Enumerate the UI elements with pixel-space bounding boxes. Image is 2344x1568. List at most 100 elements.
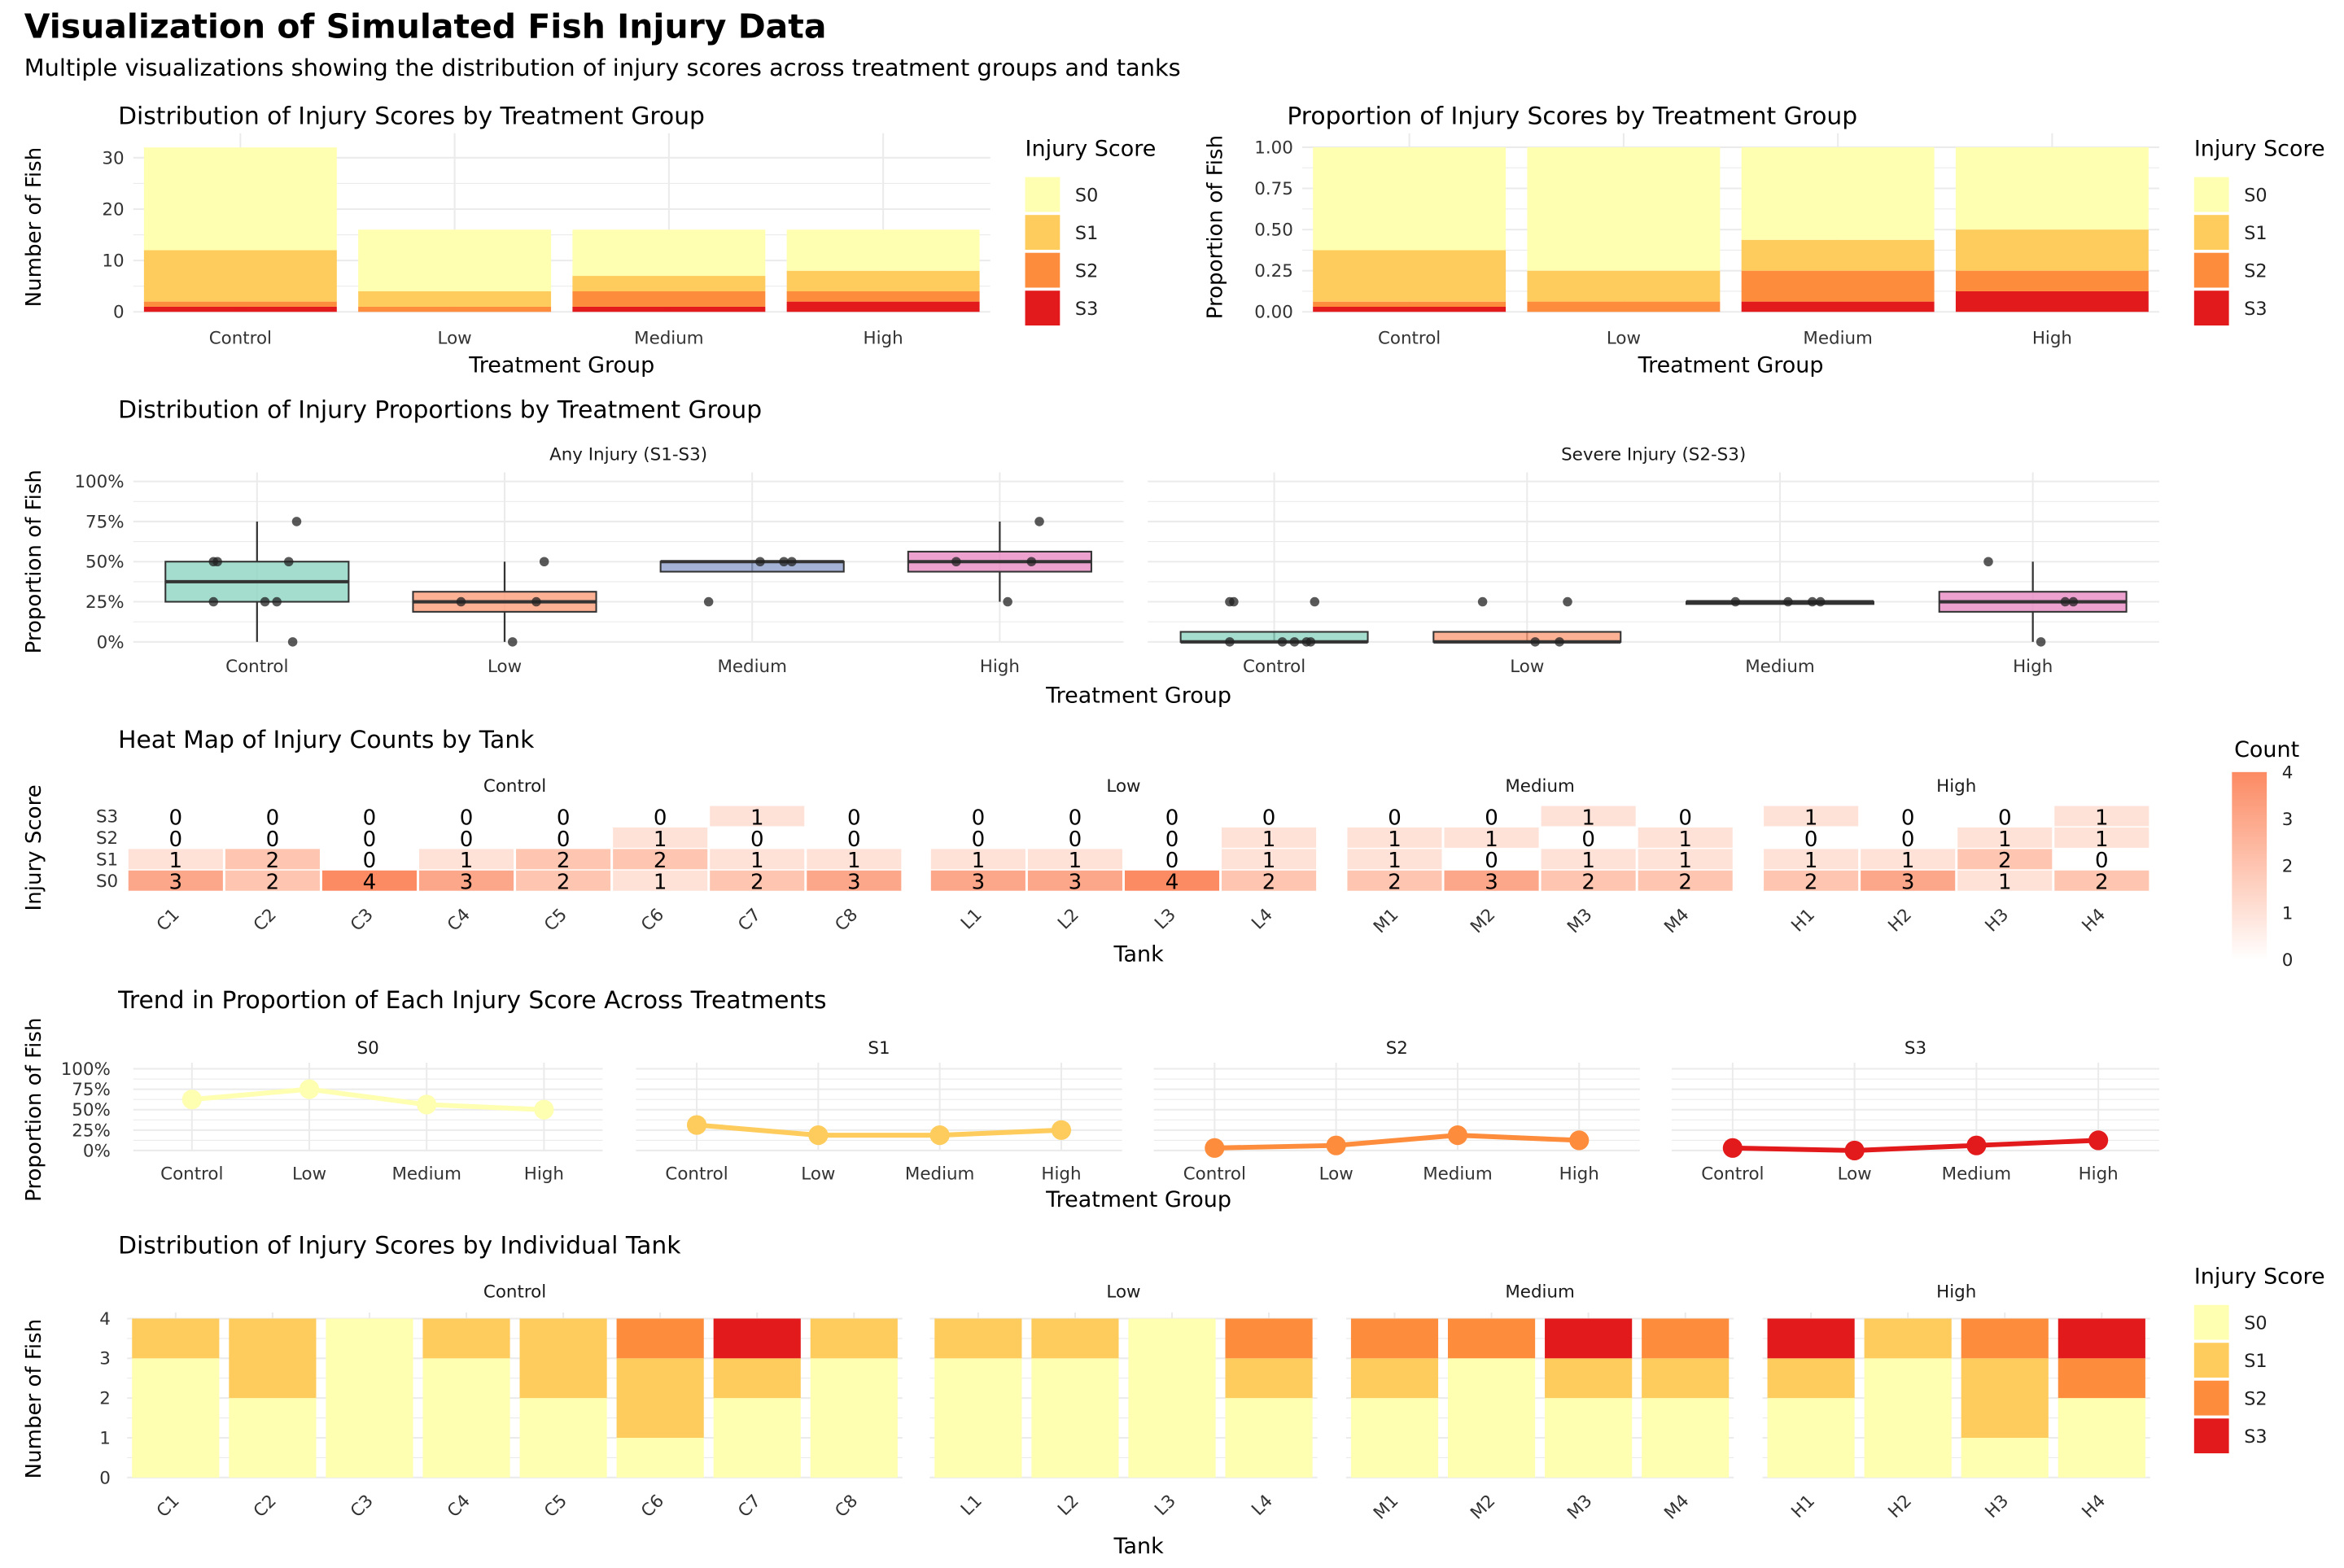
- p4-cell-label: 2: [557, 871, 571, 895]
- p6-bar-s0: [1961, 1437, 2049, 1478]
- p3-point: [1807, 596, 1817, 607]
- p4-xtick: H3: [1981, 905, 2013, 937]
- p6-bar-s3: [2058, 1318, 2145, 1359]
- p5-point-s3: [1844, 1140, 1865, 1161]
- p6-xtick: M3: [1563, 1491, 1596, 1523]
- p4-cell-label: 2: [266, 871, 280, 895]
- p4-cell-label: 0: [750, 828, 764, 852]
- p4-cell-label: 1: [169, 849, 183, 873]
- p3-xtick: High: [980, 657, 1020, 677]
- p6-legend-label-s0: S0: [2244, 1312, 2267, 1334]
- p4-cell: [418, 827, 514, 848]
- p4-cell-label: 0: [1262, 806, 1276, 830]
- p3-point: [507, 637, 518, 647]
- p4-cell: [516, 806, 611, 827]
- p5-xtick: High: [1041, 1164, 1081, 1184]
- p2-bar-s0: [1527, 146, 1721, 271]
- p4-cell-label: 0: [847, 806, 861, 830]
- p6-xtick: L1: [957, 1491, 986, 1520]
- p1-bar-s0: [358, 229, 552, 291]
- p4-cell-label: 0: [1901, 806, 1915, 830]
- p4-cell-label: 0: [1165, 849, 1179, 873]
- p3-xtick: Medium: [1745, 657, 1814, 677]
- p3-point: [1563, 596, 1572, 607]
- p4-cell-label: 1: [654, 828, 667, 852]
- p2-legend-label-s3: S3: [2244, 299, 2267, 320]
- p4-cell: [710, 806, 805, 827]
- p4-cell: [1638, 806, 1733, 827]
- p6-bar-s0: [422, 1358, 510, 1478]
- p4-cell-label: 3: [1485, 871, 1498, 895]
- p3-point: [1289, 637, 1300, 647]
- p6-xtick: L2: [1054, 1491, 1083, 1520]
- p1-legend-label-s1: S1: [1075, 223, 1098, 244]
- p6-xtick: C6: [637, 1491, 668, 1522]
- p4-cell: [1027, 827, 1122, 848]
- p4-cell-label: 0: [266, 806, 280, 830]
- p5-xtick: Low: [1319, 1164, 1353, 1184]
- p4-cell-label: 0: [847, 828, 861, 852]
- p4-cell: [613, 806, 708, 827]
- p4-cell: [516, 827, 611, 848]
- p4-cell-label: 0: [1069, 828, 1082, 852]
- p2-xtick: Low: [1607, 328, 1641, 348]
- p4-cell-label: 1: [750, 806, 764, 830]
- p4-cell-label: 2: [750, 871, 764, 895]
- p5-xtick: Low: [801, 1164, 835, 1184]
- p4-cell: [1638, 827, 1733, 848]
- p3-facet-strip: Any Injury (S1-S3): [549, 445, 707, 465]
- p3-point: [1530, 637, 1540, 647]
- p4-cell-label: 0: [972, 828, 986, 852]
- p2-bar-s2: [1955, 270, 2149, 291]
- p4-cell-label: 1: [1998, 871, 2012, 895]
- p6-bar-s1: [616, 1358, 704, 1438]
- p3-ylabel: Proportion of Fish: [22, 470, 46, 653]
- p4-cell: [1347, 870, 1442, 891]
- p1-bar-s0: [143, 147, 337, 251]
- p6-bar-s3: [1767, 1318, 1855, 1359]
- p3-point: [1555, 637, 1564, 647]
- p6-bar-s1: [810, 1318, 898, 1359]
- p4-cell-label: 1: [1262, 849, 1276, 873]
- p6-ytick: 4: [99, 1309, 111, 1330]
- p6-bar-s1: [1031, 1318, 1119, 1359]
- p6-legend-label-s2: S2: [2244, 1389, 2267, 1410]
- p6-bar-s0: [1225, 1398, 1313, 1478]
- p4-cell: [1444, 870, 1539, 891]
- p1-ytick: 10: [102, 251, 124, 272]
- p4-cell: [1444, 827, 1539, 848]
- p6-bar-s1: [1350, 1358, 1439, 1399]
- p6-bar-s1: [229, 1318, 317, 1399]
- p4-cell: [1764, 827, 1859, 848]
- p6-bar-s1: [713, 1358, 801, 1399]
- p6-legend-key-s1: [2193, 1343, 2229, 1378]
- p4-cell-label: 2: [1678, 871, 1692, 895]
- p4-ytick: S2: [96, 828, 118, 849]
- p4-cell-label: 2: [266, 849, 280, 873]
- p3-xtick: Control: [1243, 657, 1305, 677]
- p3-xtick: High: [2013, 657, 2053, 677]
- p4-cell: [2054, 849, 2149, 870]
- p2-legend-label-s1: S1: [2244, 223, 2267, 244]
- p4-cell: [225, 849, 320, 870]
- p1-ylabel: Number of Fish: [22, 147, 46, 308]
- p6-bar-s0: [1350, 1398, 1439, 1478]
- p4-cell: [930, 806, 1026, 827]
- p4-cell: [710, 849, 805, 870]
- p5-xlabel: Treatment Group: [1045, 1187, 1231, 1212]
- p6-bar-s2: [1350, 1318, 1439, 1359]
- p1-bar-s3: [143, 306, 337, 312]
- p4-cell-label: 1: [972, 849, 986, 873]
- p6-xtick: L4: [1248, 1491, 1277, 1520]
- p1-bar-s2: [786, 290, 980, 302]
- p3-title: Distribution of Injury Proportions by Tr…: [118, 395, 762, 424]
- p4-cell: [930, 849, 1026, 870]
- p5-xtick: Medium: [1942, 1164, 2011, 1184]
- p1-legend-key-s1: [1025, 215, 1060, 250]
- p3-point: [539, 557, 549, 567]
- p4-cell-label: 0: [1804, 828, 1818, 852]
- p1-bar-s2: [358, 306, 552, 312]
- p6-facet-strip: Low: [1106, 1282, 1140, 1302]
- p5-ylabel: Proportion of Fish: [22, 1018, 46, 1202]
- p4-cell: [1027, 806, 1122, 827]
